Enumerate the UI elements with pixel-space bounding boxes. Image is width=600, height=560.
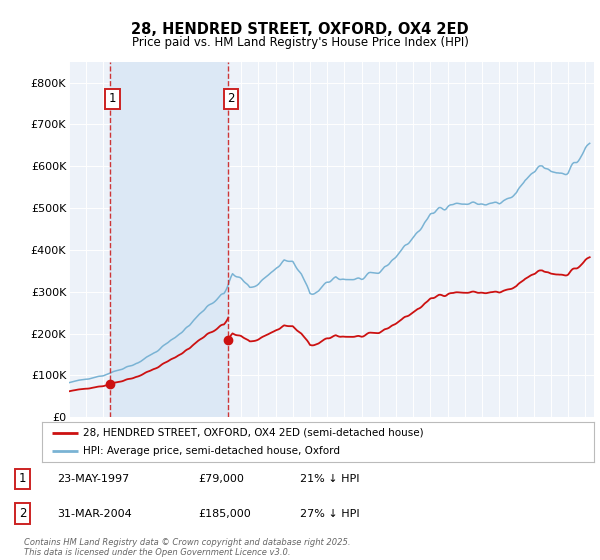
Text: HPI: Average price, semi-detached house, Oxford: HPI: Average price, semi-detached house,… bbox=[83, 446, 340, 456]
Text: 2: 2 bbox=[227, 92, 235, 105]
Text: Contains HM Land Registry data © Crown copyright and database right 2025.
This d: Contains HM Land Registry data © Crown c… bbox=[24, 538, 350, 557]
Text: 23-MAY-1997: 23-MAY-1997 bbox=[57, 474, 129, 484]
Text: 27% ↓ HPI: 27% ↓ HPI bbox=[300, 508, 359, 519]
Text: £79,000: £79,000 bbox=[198, 474, 244, 484]
Text: 31-MAR-2004: 31-MAR-2004 bbox=[57, 508, 132, 519]
Bar bbox=[110, 62, 228, 417]
Text: 21% ↓ HPI: 21% ↓ HPI bbox=[300, 474, 359, 484]
Text: Price paid vs. HM Land Registry's House Price Index (HPI): Price paid vs. HM Land Registry's House … bbox=[131, 36, 469, 49]
Text: 1: 1 bbox=[109, 92, 116, 105]
Text: £185,000: £185,000 bbox=[198, 508, 251, 519]
Text: 1: 1 bbox=[19, 473, 26, 486]
Text: 28, HENDRED STREET, OXFORD, OX4 2ED: 28, HENDRED STREET, OXFORD, OX4 2ED bbox=[131, 22, 469, 38]
Text: 2: 2 bbox=[19, 507, 26, 520]
Text: 28, HENDRED STREET, OXFORD, OX4 2ED (semi-detached house): 28, HENDRED STREET, OXFORD, OX4 2ED (sem… bbox=[83, 428, 424, 437]
